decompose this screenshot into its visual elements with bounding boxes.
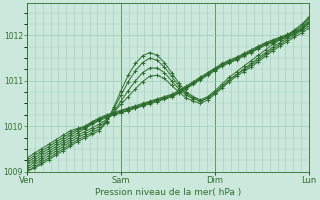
X-axis label: Pression niveau de la mer( hPa ): Pression niveau de la mer( hPa ) <box>95 188 241 197</box>
